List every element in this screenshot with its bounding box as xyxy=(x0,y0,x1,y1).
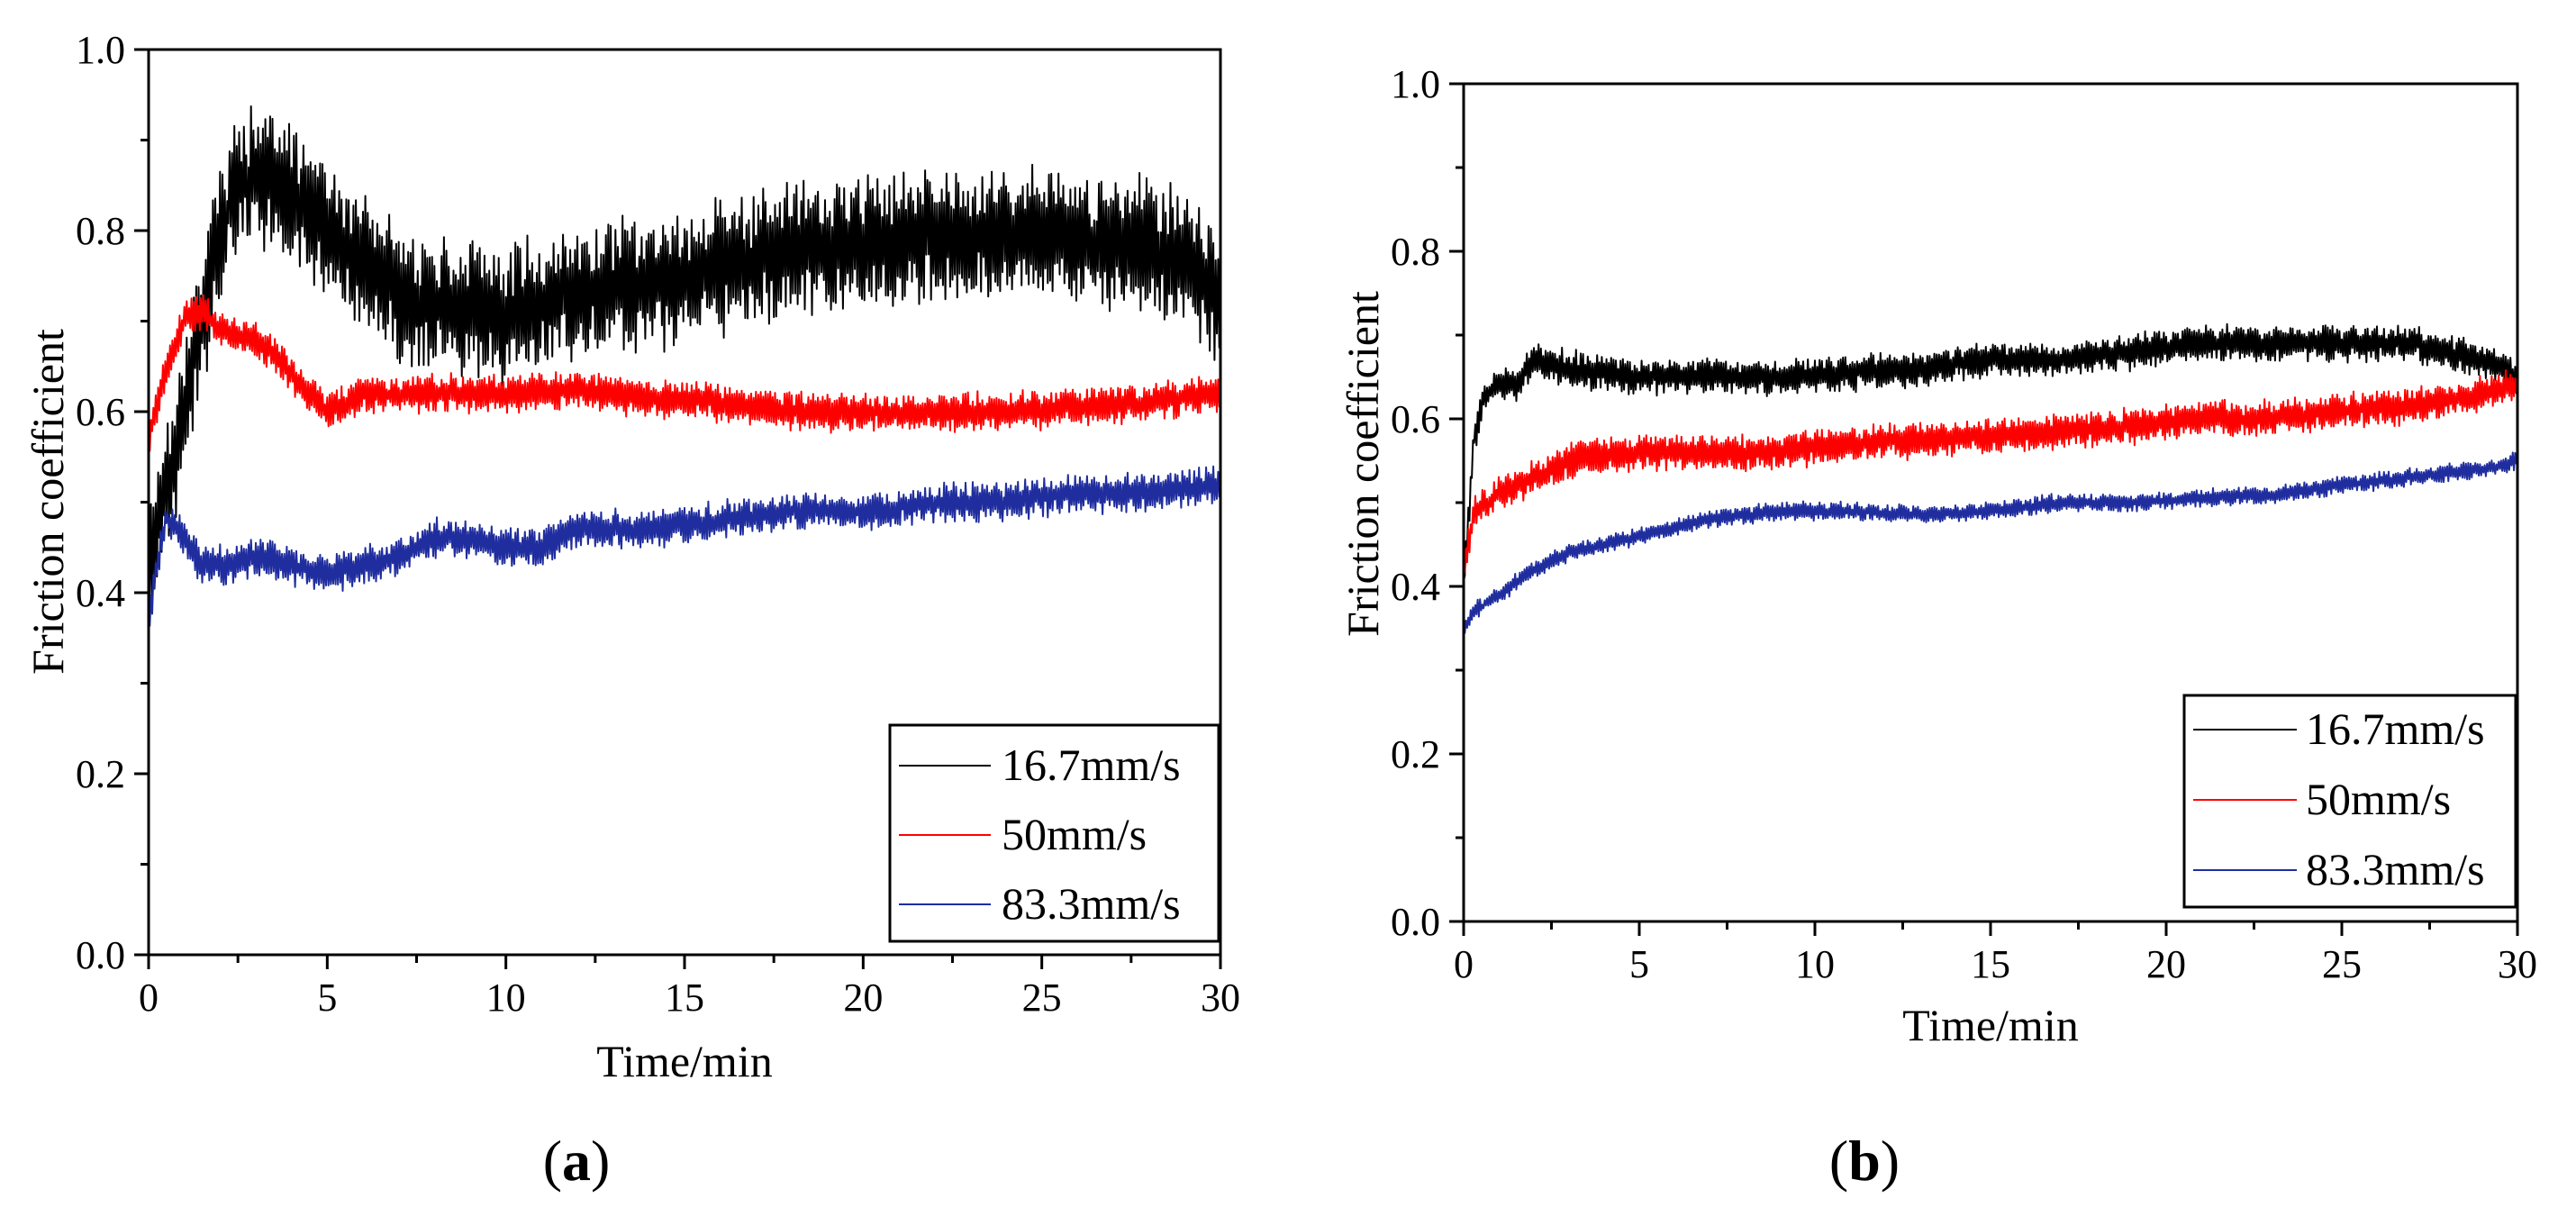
panel-label-b-letter: b xyxy=(1848,1129,1881,1193)
panel-label-b-open: ( xyxy=(1829,1129,1848,1193)
legend-label-a-0: 16.7mm/s xyxy=(1002,740,1181,790)
legend-label-b-2: 83.3mm/s xyxy=(2306,844,2485,894)
x-tick-label-a-4: 20 xyxy=(843,976,883,1020)
x-tick-label-a-5: 25 xyxy=(1022,976,1062,1020)
x-tick-label-a-3: 15 xyxy=(665,976,704,1020)
x-tick-label-b-3: 15 xyxy=(1971,942,2010,986)
series-line-a-2 xyxy=(148,464,1221,627)
x-tick-label-a-0: 0 xyxy=(139,976,159,1020)
y-tick-label-b-5: 1.0 xyxy=(1391,62,1440,106)
series-line-b-0 xyxy=(1463,322,2518,581)
legend-label-a-2: 83.3mm/s xyxy=(1002,878,1181,929)
legend-label-b-0: 16.7mm/s xyxy=(2306,703,2485,754)
x-tick-label-b-5: 25 xyxy=(2322,942,2362,986)
x-axis-title-b: Time/min xyxy=(1902,1000,2078,1050)
panel-label-a-close: ) xyxy=(591,1129,610,1193)
legend-box-b xyxy=(2182,694,2517,909)
y-tick-label-a-4: 0.8 xyxy=(76,209,125,253)
x-tick-label-b-2: 10 xyxy=(1795,942,1835,986)
series-line-b-2 xyxy=(1463,451,2518,634)
series-line-a-0 xyxy=(148,105,1221,606)
panel-label-a-open: ( xyxy=(543,1129,562,1193)
y-tick-label-a-5: 1.0 xyxy=(76,28,125,72)
legend-label-a-1: 50mm/s xyxy=(1002,809,1147,859)
x-axis-title-a: Time/min xyxy=(596,1036,772,1086)
panel-label-a-letter: a xyxy=(562,1129,591,1193)
series-line-b-1 xyxy=(1463,369,2518,574)
x-tick-label-b-6: 30 xyxy=(2498,942,2537,986)
y-tick-label-a-3: 0.6 xyxy=(76,390,125,434)
y-tick-label-b-3: 0.6 xyxy=(1391,397,1440,441)
x-tick-label-a-1: 5 xyxy=(317,976,337,1020)
series-group-b xyxy=(1463,322,2518,634)
chart-panel-a: 0 5 10 15 20 25 300.00.20.40.60.81.0 Time/min … xyxy=(23,28,1240,1193)
y-tick-label-a-1: 0.2 xyxy=(76,752,125,796)
x-tick-label-b-4: 20 xyxy=(2146,942,2186,986)
x-tick-label-b-0: 0 xyxy=(1454,942,1474,986)
legend-b: 16.7mm/s 50mm/s 83.3mm/s xyxy=(2182,694,2517,909)
y-tick-label-b-1: 0.2 xyxy=(1391,732,1440,776)
y-tick-label-a-2: 0.4 xyxy=(76,571,125,615)
y-tick-label-b-0: 0.0 xyxy=(1391,900,1440,944)
series-group-a xyxy=(148,105,1221,627)
y-tick-label-a-0: 0.0 xyxy=(76,933,125,977)
y-tick-label-b-4: 0.8 xyxy=(1391,230,1440,274)
series-line-a-1 xyxy=(148,294,1221,452)
x-tick-label-b-1: 5 xyxy=(1629,942,1649,986)
y-axis-title-b: Friction coefficient xyxy=(1338,291,1388,637)
legend-a: 16.7mm/s 50mm/s 83.3mm/s xyxy=(888,723,1220,943)
panel-label-b: (b) xyxy=(1829,1129,1900,1193)
ticks-a: 0 5 10 15 20 25 30 0.0 0.2 0.4 0.6 0.8 1.0 xyxy=(76,28,1240,1020)
chart-panel-b: 0 5 10 15 20 25 300.00.20.40.60.81.0 Time/min … xyxy=(1338,62,2537,1193)
y-tick-label-b-2: 0.4 xyxy=(1391,565,1440,609)
legend-label-b-1: 50mm/s xyxy=(2306,774,2451,824)
panel-label-b-close: ) xyxy=(1881,1129,1900,1193)
panel-label-a: (a) xyxy=(543,1129,611,1193)
x-tick-label-a-6: 30 xyxy=(1201,976,1240,1020)
x-tick-label-a-2: 10 xyxy=(486,976,526,1020)
y-axis-title-a: Friction coefficient xyxy=(23,329,73,675)
ticks-b: 0 5 10 15 20 25 30 0.0 0.2 0.4 0.6 0.8 1.0 xyxy=(1391,62,2537,986)
